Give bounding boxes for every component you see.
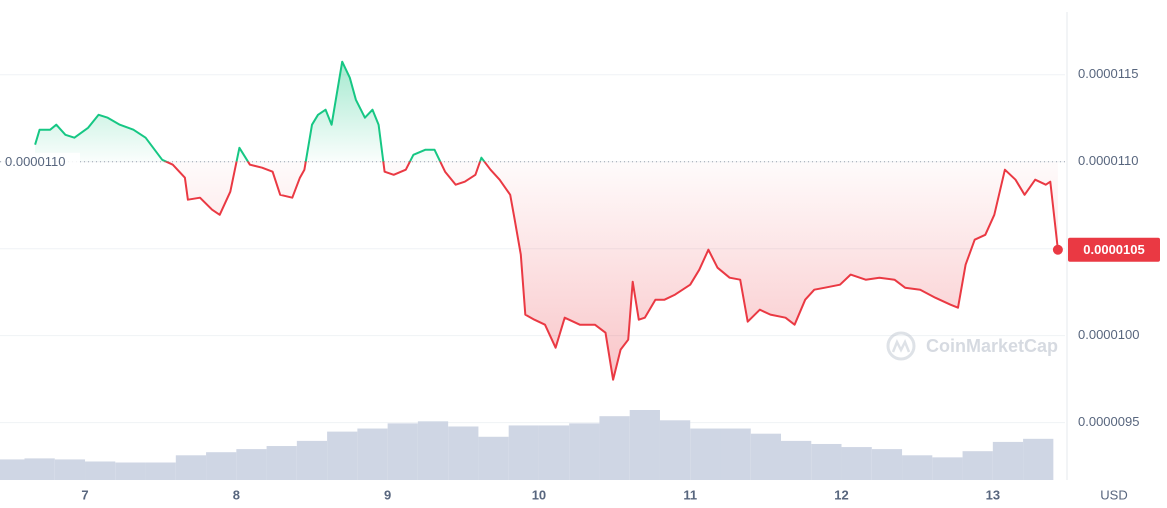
volume-bar xyxy=(357,428,388,480)
y-tick-label: 0.0000115 xyxy=(1078,66,1139,81)
last-point xyxy=(1052,244,1063,255)
volume-bar xyxy=(871,449,903,480)
x-tick-label: 8 xyxy=(233,487,240,502)
price-line xyxy=(34,60,1059,381)
volume-bar xyxy=(720,428,751,480)
volume-bar xyxy=(266,446,297,480)
volume-bar xyxy=(902,455,933,480)
reference-label-bg xyxy=(2,152,80,171)
volume-bar xyxy=(781,440,812,480)
volume-bar xyxy=(296,440,328,480)
volume-bar xyxy=(448,426,479,480)
volume-bar xyxy=(85,461,116,480)
volume-bar xyxy=(690,428,721,480)
volume-bar xyxy=(387,423,418,480)
volume-bar xyxy=(417,421,449,480)
reference-label: 0.0000110 xyxy=(5,154,66,169)
volume-bar xyxy=(54,459,86,480)
volume-bar xyxy=(327,431,358,480)
price-tag xyxy=(1068,237,1160,262)
volume-bar xyxy=(175,455,207,480)
y-tick-label: 0.0000100 xyxy=(1078,327,1139,342)
price-area xyxy=(35,61,1058,380)
volume-bar xyxy=(659,420,691,480)
volume-bar xyxy=(206,452,237,480)
volume-bar xyxy=(841,447,872,480)
y-tick-label: 0.0000095 xyxy=(1078,414,1139,429)
volume-bar xyxy=(569,423,600,480)
y-tick-label: 0.0000110 xyxy=(1078,153,1139,168)
volume-bar xyxy=(478,436,509,480)
x-tick-label: 10 xyxy=(532,487,546,502)
volume-bar xyxy=(1023,438,1054,480)
volume-bar xyxy=(992,441,1024,480)
volume-bar xyxy=(599,416,630,480)
volume-bar xyxy=(508,425,539,480)
x-tick-label: 12 xyxy=(834,487,848,502)
volume-bar xyxy=(538,425,570,480)
volume-bar xyxy=(629,410,660,480)
x-tick-label: 7 xyxy=(81,487,88,502)
watermark: CoinMarketCap xyxy=(886,331,1058,361)
volume-bar xyxy=(811,443,842,480)
volume-bar xyxy=(145,462,176,480)
x-tick-label: 11 xyxy=(683,487,697,502)
volume-bar xyxy=(0,459,25,480)
volume-bar xyxy=(962,451,993,480)
volume-bar xyxy=(932,457,963,480)
axis-unit: USD xyxy=(1100,487,1127,502)
price-tag-label: 0.0000105 xyxy=(1083,242,1144,257)
volume-bar xyxy=(750,433,782,480)
volume-bar xyxy=(115,462,146,480)
volume-bar xyxy=(236,449,267,480)
watermark-text: CoinMarketCap xyxy=(926,336,1058,356)
x-tick-label: 13 xyxy=(986,487,1000,502)
x-tick-label: 9 xyxy=(384,487,391,502)
volume-bar xyxy=(24,458,55,480)
